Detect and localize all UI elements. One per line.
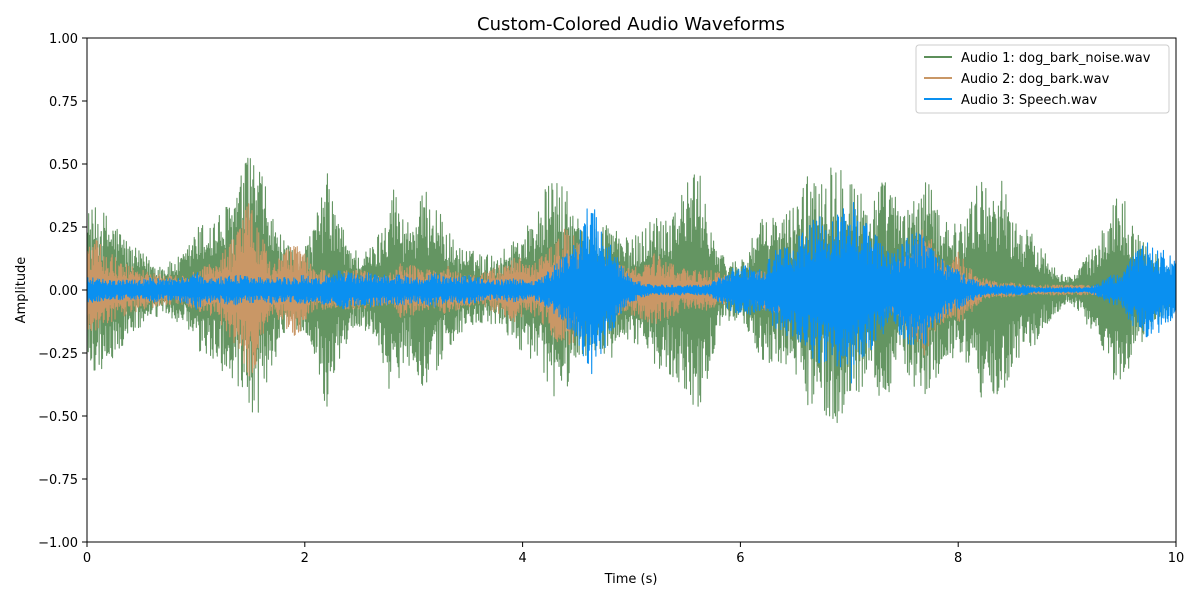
y-tick-label: −0.75 — [38, 473, 78, 488]
y-tick-label: −0.25 — [38, 347, 78, 362]
y-tick-label: 0.75 — [49, 95, 78, 110]
plot-area — [87, 157, 1176, 424]
legend-frame — [915, 44, 1170, 114]
series-line-audio-3 — [87, 201, 1176, 384]
y-tick-label: −0.50 — [38, 410, 78, 425]
y-tick-label: 0.50 — [49, 158, 78, 173]
y-tick-label: 0.25 — [49, 221, 78, 236]
x-tick-label: 4 — [518, 551, 526, 566]
x-axis-label: Time (s) — [604, 572, 658, 587]
y-tick-label: 1.00 — [49, 32, 78, 47]
x-axis-ticks: 0 2 4 6 8 10 — [83, 542, 1184, 566]
legend-label-audio-2: Audio 2: dog_bark.wav — [961, 72, 1110, 87]
y-tick-label: −1.00 — [38, 536, 78, 551]
y-axis-ticks: −1.00 −0.75 −0.50 −0.25 0.00 0.25 0.50 0.75 1.00 — [38, 32, 87, 551]
x-tick-label: 0 — [83, 551, 91, 566]
legend-label-audio-1: Audio 1: dog_bark_noise.wav — [961, 51, 1151, 66]
y-axis-label: Amplitude — [14, 257, 29, 324]
x-tick-label: 10 — [1168, 551, 1185, 566]
x-tick-label: 2 — [301, 551, 309, 566]
x-tick-label: 6 — [736, 551, 744, 566]
x-tick-label: 8 — [954, 551, 962, 566]
y-tick-label: 0.00 — [49, 284, 78, 299]
chart-title: Custom-Colored Audio Waveforms — [477, 14, 785, 35]
legend: Audio 1: dog_bark_noise.wav Audio 2: dog… — [915, 44, 1170, 114]
legend-label-audio-3: Audio 3: Speech.wav — [961, 93, 1097, 108]
